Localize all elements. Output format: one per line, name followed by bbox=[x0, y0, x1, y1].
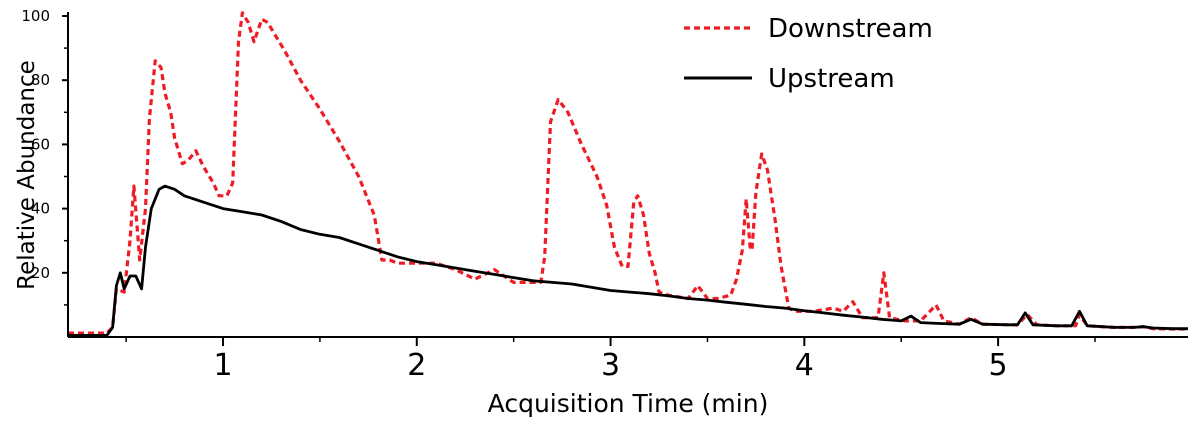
x-tick-label: 2 bbox=[407, 348, 426, 383]
legend: Downstream Upstream bbox=[684, 14, 933, 94]
x-tick-label: 5 bbox=[989, 348, 1008, 383]
legend-label-upstream: Upstream bbox=[768, 64, 895, 94]
x-axis-title: Acquisition Time (min) bbox=[488, 389, 769, 418]
y-tick-label: 40 bbox=[31, 200, 50, 218]
series-layer bbox=[68, 11, 1188, 337]
series-line-upstream bbox=[68, 184, 1188, 337]
x-tick-label: 4 bbox=[795, 348, 814, 383]
series-line-downstream bbox=[68, 11, 1188, 335]
ticks-layer: 1 2 3 4 5 20 40 60 80 100 bbox=[21, 7, 1096, 383]
y-tick-label: 100 bbox=[21, 7, 50, 25]
x-tick-label: 3 bbox=[601, 348, 620, 383]
axes-layer bbox=[67, 12, 1188, 338]
y-axis-title: Relative Abundance bbox=[14, 60, 40, 290]
y-tick-label: 20 bbox=[31, 264, 50, 282]
x-tick-label: 1 bbox=[213, 348, 232, 383]
y-tick-label: 80 bbox=[31, 71, 50, 89]
legend-label-downstream: Downstream bbox=[768, 14, 933, 44]
y-tick-label: 60 bbox=[31, 135, 50, 153]
